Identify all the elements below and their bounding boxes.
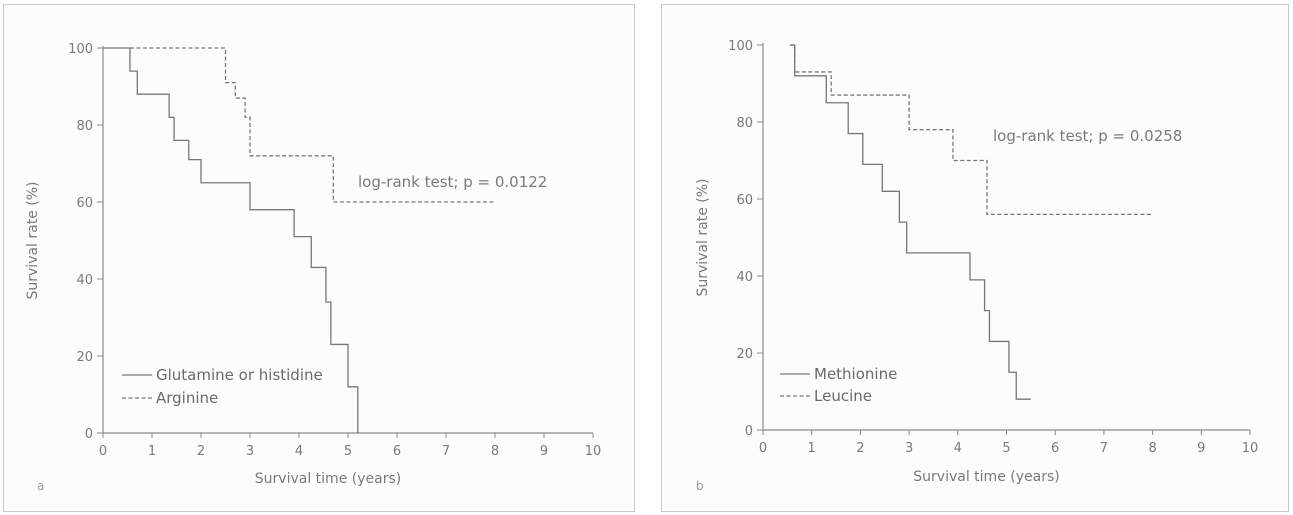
- x-tick-label: 10: [585, 444, 602, 459]
- y-tick-label: 80: [76, 119, 93, 134]
- x-tick-label: 4: [295, 444, 303, 459]
- x-tick-label: 8: [1148, 441, 1156, 456]
- annotation-text: log-rank test; p = 0.0122: [358, 173, 547, 191]
- x-tick-label: 0: [759, 441, 767, 456]
- y-axis-label: Survival rate (%): [695, 178, 711, 296]
- x-tick-label: 10: [1242, 441, 1259, 456]
- legend-label: Leucine: [814, 387, 872, 405]
- y-tick-label: 100: [68, 42, 93, 57]
- x-tick-label: 0: [99, 444, 107, 459]
- series-line-glutamine-or-histidine: [103, 47, 359, 433]
- series-line-methionine: [789, 44, 1031, 400]
- y-tick-label: 20: [736, 347, 753, 362]
- y-tick-label: 40: [76, 273, 93, 288]
- x-tick-label: 3: [246, 444, 254, 459]
- y-axis-label: Survival rate (%): [25, 181, 41, 299]
- x-tick-label: 5: [344, 444, 352, 459]
- y-tick-label: 20: [76, 350, 93, 365]
- x-axis-label: Survival time (years): [913, 469, 1059, 485]
- y-tick-label: 60: [736, 193, 753, 208]
- x-tick-label: 7: [442, 444, 450, 459]
- chart-panel-a: [3, 4, 635, 512]
- x-tick-label: 7: [1100, 441, 1108, 456]
- x-tick-label: 2: [197, 444, 205, 459]
- annotation-text: log-rank test; p = 0.0258: [993, 127, 1182, 145]
- x-tick-label: 4: [954, 441, 962, 456]
- legend-label: Glutamine or histidine: [156, 366, 323, 384]
- x-tick-label: 2: [856, 441, 864, 456]
- y-tick-label: 100: [728, 39, 753, 54]
- y-tick-label: 80: [736, 116, 753, 131]
- y-tick-label: 60: [76, 196, 93, 211]
- x-axis-label: Survival time (years): [255, 471, 401, 487]
- legend-label: Methionine: [814, 365, 897, 383]
- x-tick-label: 1: [808, 441, 816, 456]
- x-tick-label: 5: [1002, 441, 1010, 456]
- x-tick-label: 6: [1051, 441, 1059, 456]
- series-line-leucine: [789, 44, 1153, 216]
- panel-letter: b: [696, 479, 704, 493]
- series-line-arginine: [129, 47, 495, 203]
- legend-label: Arginine: [156, 389, 218, 407]
- chart-panel-b: [661, 4, 1289, 512]
- x-tick-label: 8: [491, 444, 499, 459]
- y-tick-label: 0: [745, 424, 753, 439]
- y-tick-label: 0: [85, 427, 93, 442]
- x-tick-label: 1: [148, 444, 156, 459]
- y-tick-label: 40: [736, 270, 753, 285]
- x-tick-label: 3: [905, 441, 913, 456]
- panel-letter: a: [37, 479, 44, 493]
- x-tick-label: 9: [540, 444, 548, 459]
- x-tick-label: 9: [1197, 441, 1205, 456]
- x-tick-label: 6: [393, 444, 401, 459]
